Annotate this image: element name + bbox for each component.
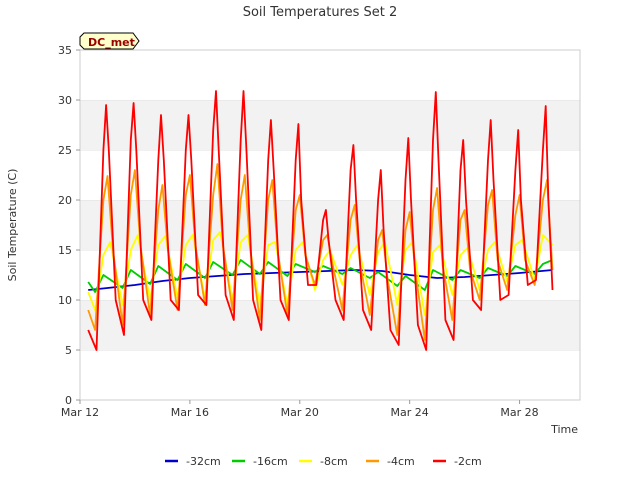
grid-band: [80, 100, 580, 150]
x-tick-label: Mar 12: [61, 406, 99, 419]
legend-label: -2cm: [454, 455, 482, 468]
series-lines: [87, 90, 554, 351]
y-axis-label: Soil Temperature (C): [6, 169, 19, 282]
plot-frame: [79, 49, 581, 401]
series-line-4cmcm: [87, 163, 554, 341]
y-tick-label: 0: [65, 394, 72, 407]
station-tag: DC_met: [79, 32, 140, 50]
series-line-8cmcm: [87, 231, 554, 316]
y-axis-ticks: 0 5 10 15 20 25 30 35: [58, 44, 80, 407]
y-tick-label: 20: [58, 194, 72, 207]
y-tick-label: 35: [58, 44, 72, 57]
y-tick-label: 10: [58, 294, 72, 307]
station-tag-box: [79, 32, 140, 50]
legend: -32cm -16cm -8cm -4cm -2cm: [165, 455, 482, 468]
y-tick-label: 25: [58, 144, 72, 157]
grid-band: [80, 350, 580, 400]
legend-label: -4cm: [387, 455, 415, 468]
grid-band: [80, 150, 580, 200]
legend-label: -32cm: [186, 455, 221, 468]
legend-label: -16cm: [253, 455, 288, 468]
y-tick-label: 30: [58, 94, 72, 107]
y-tick-label: 5: [65, 344, 72, 357]
legend-label: -8cm: [320, 455, 348, 468]
x-tick-label: Mar 28: [500, 406, 538, 419]
grid-band: [80, 300, 580, 350]
grid-band: [80, 50, 580, 100]
y-tick-label: 15: [58, 244, 72, 257]
x-tick-label: Mar 20: [281, 406, 319, 419]
chart-title: Soil Temperatures Set 2: [243, 5, 398, 20]
x-tick-label: Mar 16: [171, 406, 209, 419]
series-line-2cmcm: [87, 90, 554, 351]
station-tag-text: DC_met: [88, 36, 135, 49]
x-tick-label: Mar 24: [391, 406, 429, 419]
x-axis-ticks: Mar 12 Mar 16 Mar 20 Mar 24 Mar 28: [61, 400, 539, 419]
x-axis-label: Time: [550, 423, 578, 436]
